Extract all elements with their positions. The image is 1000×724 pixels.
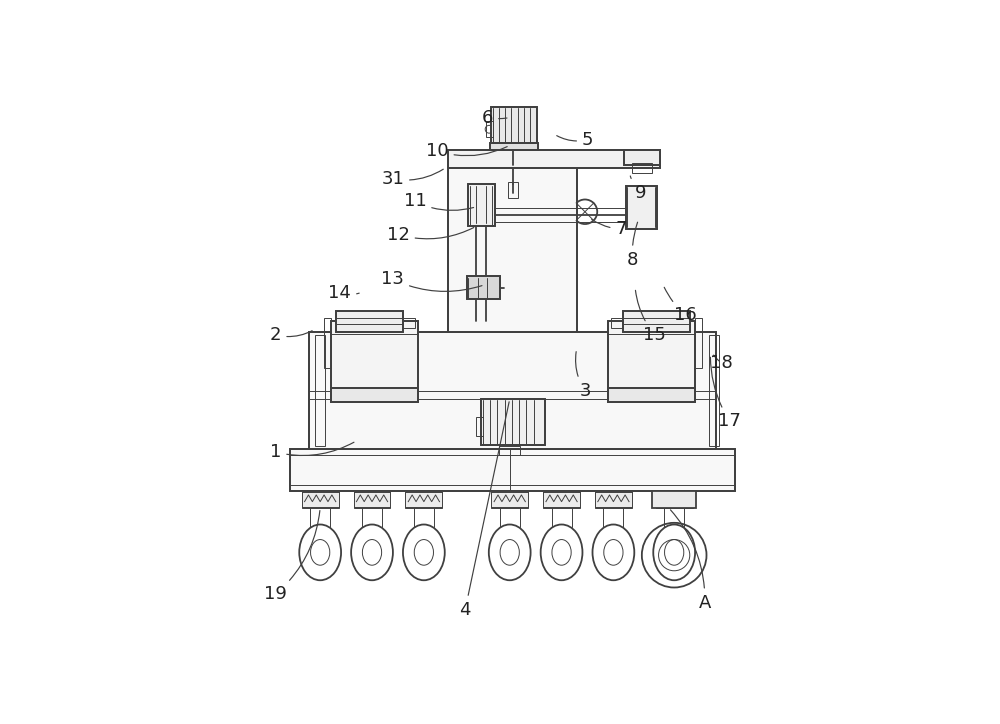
Bar bbox=[490, 143, 538, 150]
Text: 1: 1 bbox=[270, 442, 354, 461]
Bar bbox=[624, 150, 660, 165]
Bar bbox=[608, 388, 695, 402]
Text: 17: 17 bbox=[710, 357, 741, 430]
Text: 12: 12 bbox=[387, 226, 474, 243]
Bar bbox=[403, 318, 415, 328]
Bar bbox=[309, 332, 716, 449]
Bar bbox=[624, 150, 660, 165]
Bar bbox=[468, 185, 495, 226]
Bar bbox=[309, 332, 716, 449]
Bar bbox=[626, 185, 657, 229]
Bar bbox=[476, 417, 483, 437]
Bar bbox=[608, 321, 695, 402]
Bar bbox=[486, 122, 493, 137]
Bar bbox=[623, 311, 690, 332]
Text: 15: 15 bbox=[635, 290, 666, 344]
Bar bbox=[315, 335, 325, 447]
Bar bbox=[490, 143, 538, 150]
Text: 19: 19 bbox=[264, 510, 320, 603]
Bar bbox=[499, 447, 520, 455]
Bar bbox=[354, 491, 390, 508]
Text: 7: 7 bbox=[592, 219, 627, 238]
Bar bbox=[632, 163, 652, 173]
Bar bbox=[336, 311, 403, 332]
Text: 8: 8 bbox=[627, 222, 638, 269]
Text: 4: 4 bbox=[459, 402, 509, 619]
Bar bbox=[491, 107, 537, 143]
Bar bbox=[508, 182, 518, 198]
Bar bbox=[331, 388, 418, 402]
Bar bbox=[608, 388, 695, 402]
Text: 5: 5 bbox=[557, 131, 594, 149]
Bar bbox=[448, 165, 577, 332]
Bar bbox=[491, 107, 537, 143]
Text: 31: 31 bbox=[381, 169, 443, 188]
Bar bbox=[626, 185, 657, 229]
Text: 10: 10 bbox=[426, 142, 507, 160]
Bar bbox=[481, 399, 545, 445]
Bar bbox=[324, 319, 331, 369]
Text: 6: 6 bbox=[482, 109, 507, 127]
Bar bbox=[481, 399, 545, 445]
Bar bbox=[448, 165, 577, 332]
Bar bbox=[652, 491, 696, 508]
Bar bbox=[608, 321, 695, 402]
Text: 14: 14 bbox=[328, 284, 359, 302]
Bar bbox=[331, 321, 418, 402]
Text: 16: 16 bbox=[664, 287, 697, 324]
Bar bbox=[331, 321, 418, 402]
Text: 13: 13 bbox=[381, 270, 482, 291]
Bar bbox=[623, 311, 690, 332]
Bar bbox=[290, 449, 735, 491]
Bar bbox=[543, 491, 580, 508]
Text: 2: 2 bbox=[270, 326, 312, 344]
Bar bbox=[491, 491, 528, 508]
Bar bbox=[467, 277, 500, 299]
Bar bbox=[709, 335, 719, 447]
Text: 11: 11 bbox=[404, 192, 474, 211]
Bar bbox=[290, 449, 735, 491]
Text: 3: 3 bbox=[576, 352, 591, 400]
Bar bbox=[302, 491, 339, 508]
Bar bbox=[331, 388, 418, 402]
Text: 9: 9 bbox=[630, 176, 646, 202]
Bar bbox=[448, 150, 660, 168]
Text: A: A bbox=[670, 510, 711, 612]
Bar bbox=[695, 319, 702, 369]
Bar bbox=[448, 150, 660, 168]
Bar bbox=[656, 491, 693, 508]
Text: 18: 18 bbox=[710, 354, 733, 372]
Bar bbox=[611, 318, 623, 328]
Bar bbox=[336, 311, 403, 332]
Bar bbox=[595, 491, 632, 508]
Bar bbox=[468, 185, 495, 226]
Bar bbox=[405, 491, 442, 508]
Bar bbox=[467, 277, 500, 299]
